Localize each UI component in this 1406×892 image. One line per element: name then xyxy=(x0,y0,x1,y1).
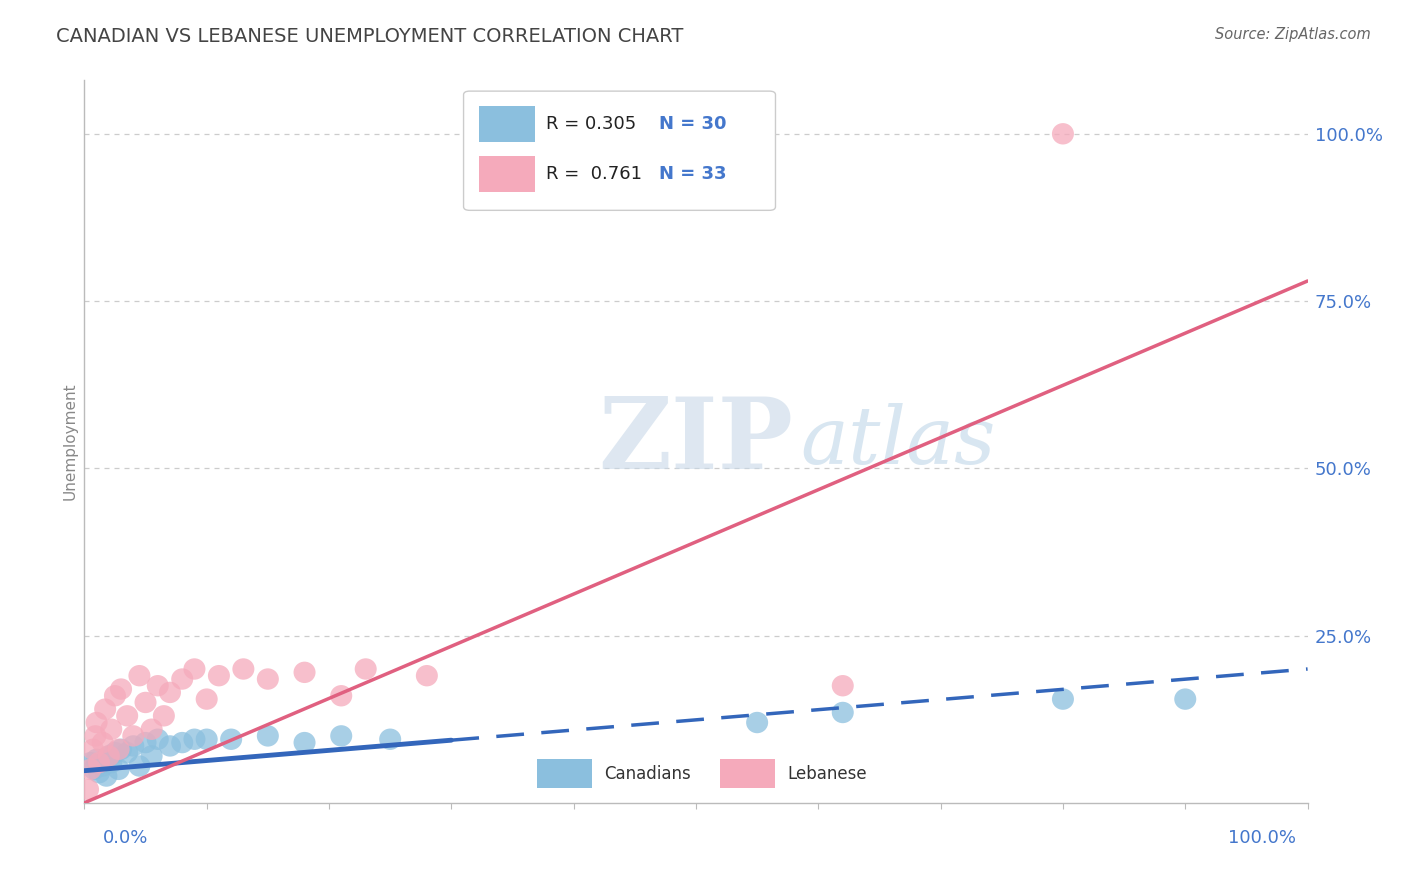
Ellipse shape xyxy=(208,665,231,687)
Ellipse shape xyxy=(98,746,120,767)
Ellipse shape xyxy=(1052,689,1074,710)
Bar xyxy=(479,105,534,142)
Y-axis label: Unemployment: Unemployment xyxy=(62,383,77,500)
Ellipse shape xyxy=(416,665,437,687)
Ellipse shape xyxy=(232,658,254,680)
Ellipse shape xyxy=(153,705,174,726)
Bar xyxy=(537,759,592,789)
Ellipse shape xyxy=(195,689,218,710)
Ellipse shape xyxy=(135,731,156,753)
Ellipse shape xyxy=(221,729,242,750)
FancyBboxPatch shape xyxy=(464,91,776,211)
Ellipse shape xyxy=(183,658,205,680)
Ellipse shape xyxy=(1052,123,1074,145)
Text: N = 30: N = 30 xyxy=(659,115,727,133)
Ellipse shape xyxy=(80,758,101,780)
Ellipse shape xyxy=(330,725,353,747)
Ellipse shape xyxy=(1174,689,1197,710)
Ellipse shape xyxy=(117,705,138,726)
Ellipse shape xyxy=(89,752,110,773)
Ellipse shape xyxy=(135,692,156,714)
Ellipse shape xyxy=(257,668,278,690)
Ellipse shape xyxy=(91,756,114,777)
Ellipse shape xyxy=(172,731,193,753)
Ellipse shape xyxy=(117,742,138,764)
Bar xyxy=(479,156,534,193)
Ellipse shape xyxy=(141,746,163,767)
Ellipse shape xyxy=(195,729,218,750)
Ellipse shape xyxy=(159,681,181,703)
Text: Canadians: Canadians xyxy=(605,765,690,783)
Ellipse shape xyxy=(141,719,163,740)
Text: 100.0%: 100.0% xyxy=(1229,829,1296,847)
Ellipse shape xyxy=(104,742,127,764)
Ellipse shape xyxy=(832,702,853,723)
Text: atlas: atlas xyxy=(800,403,995,480)
Ellipse shape xyxy=(128,756,150,777)
Ellipse shape xyxy=(86,712,108,733)
Ellipse shape xyxy=(122,725,145,747)
Ellipse shape xyxy=(91,731,114,753)
Ellipse shape xyxy=(110,678,132,699)
Ellipse shape xyxy=(82,739,104,760)
Ellipse shape xyxy=(294,662,315,683)
Ellipse shape xyxy=(354,658,377,680)
Ellipse shape xyxy=(108,739,129,760)
Text: R = 0.305: R = 0.305 xyxy=(546,115,636,133)
Ellipse shape xyxy=(832,675,853,697)
Ellipse shape xyxy=(330,685,353,706)
Ellipse shape xyxy=(257,725,278,747)
Ellipse shape xyxy=(128,665,150,687)
Ellipse shape xyxy=(104,685,127,706)
Text: Source: ZipAtlas.com: Source: ZipAtlas.com xyxy=(1215,27,1371,42)
Ellipse shape xyxy=(89,762,110,783)
Ellipse shape xyxy=(294,731,315,753)
Ellipse shape xyxy=(122,735,145,756)
Ellipse shape xyxy=(100,752,122,773)
Ellipse shape xyxy=(146,729,169,750)
Text: N = 33: N = 33 xyxy=(659,165,727,183)
Ellipse shape xyxy=(146,675,169,697)
Ellipse shape xyxy=(94,698,117,720)
Text: Lebanese: Lebanese xyxy=(787,765,868,783)
Ellipse shape xyxy=(98,746,120,767)
Ellipse shape xyxy=(183,729,205,750)
Bar xyxy=(720,759,776,789)
Text: 0.0%: 0.0% xyxy=(103,829,148,847)
Ellipse shape xyxy=(84,725,107,747)
Ellipse shape xyxy=(172,668,193,690)
Text: R =  0.761: R = 0.761 xyxy=(546,165,641,183)
Ellipse shape xyxy=(747,712,768,733)
Ellipse shape xyxy=(100,719,122,740)
Text: CANADIAN VS LEBANESE UNEMPLOYMENT CORRELATION CHART: CANADIAN VS LEBANESE UNEMPLOYMENT CORREL… xyxy=(56,27,683,45)
Ellipse shape xyxy=(110,739,132,760)
Ellipse shape xyxy=(86,748,108,770)
Ellipse shape xyxy=(83,758,105,780)
Ellipse shape xyxy=(159,735,181,756)
Text: ZIP: ZIP xyxy=(598,393,793,490)
Ellipse shape xyxy=(96,765,117,787)
Ellipse shape xyxy=(380,729,401,750)
Ellipse shape xyxy=(108,758,129,780)
Ellipse shape xyxy=(77,779,98,800)
Ellipse shape xyxy=(80,752,101,773)
